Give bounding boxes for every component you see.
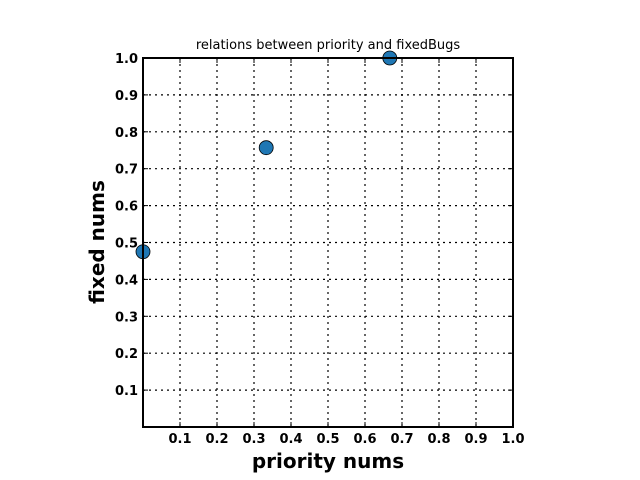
x-tick-label: 1.0 — [501, 432, 524, 447]
y-tick-label: 0.5 — [115, 237, 138, 252]
x-tick-label: 0.1 — [168, 432, 191, 447]
x-tick-label: 0.5 — [316, 432, 339, 447]
axis-ticks: 0.1 0.2 0.3 0.4 0.5 0.6 0.7 0.8 0.9 1.0 0.1 0.2 0.3 0… — [115, 52, 525, 447]
y-tick-label: 0.8 — [115, 126, 138, 141]
x-tick-label: 0.3 — [242, 432, 265, 447]
grid-lines — [143, 58, 513, 427]
y-tick-label: 0.9 — [115, 89, 138, 104]
x-tick-label: 0.8 — [427, 432, 450, 447]
x-tick-label: 0.6 — [353, 432, 376, 447]
x-tick-label: 0.4 — [279, 432, 302, 447]
y-tick-label: 1.0 — [115, 52, 138, 67]
x-tick-label: 0.7 — [390, 432, 413, 447]
y-tick-label: 0.7 — [115, 163, 138, 178]
y-tick-label: 0.4 — [115, 273, 138, 288]
data-points — [135, 50, 398, 260]
chart-title: relations between priority and fixedBugs — [196, 38, 461, 53]
y-tick-label: 0.6 — [115, 200, 138, 215]
y-tick-label: 0.1 — [115, 384, 138, 399]
x-tick-label: 0.2 — [205, 432, 228, 447]
x-axis-label: priority nums — [252, 449, 404, 473]
scatter-point — [258, 140, 274, 156]
y-tick-label: 0.3 — [115, 310, 138, 325]
y-axis-label: fixed nums — [85, 180, 109, 304]
x-tick-label: 0.9 — [464, 432, 487, 447]
plot-frame — [142, 57, 514, 428]
y-tick-label: 0.2 — [115, 347, 138, 362]
